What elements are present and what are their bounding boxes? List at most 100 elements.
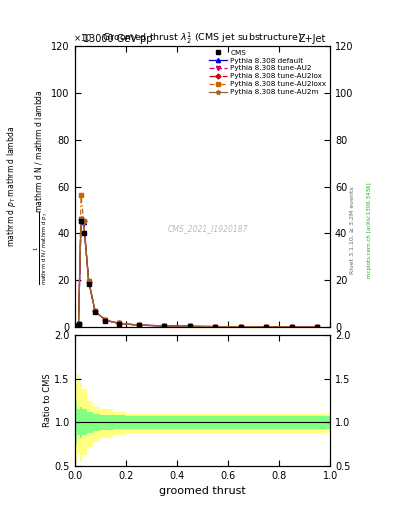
Title: Groomed thrust $\lambda_2^1$ (CMS jet substructure): Groomed thrust $\lambda_2^1$ (CMS jet su… bbox=[102, 31, 303, 46]
Pythia 8.308 tune-AU2lox bbox=[76, 321, 81, 327]
Y-axis label: mathrm d²N
mathrm d $p_T$ mathrm d lambda

$\frac{1}{\mathrm{mathrm\ d\ N\ /\ ma: mathrm d²N mathrm d $p_T$ mathrm d lambd… bbox=[0, 89, 48, 285]
CMS bbox=[93, 309, 97, 315]
X-axis label: groomed thrust: groomed thrust bbox=[159, 486, 246, 496]
Line: Pythia 8.308 tune-AU2: Pythia 8.308 tune-AU2 bbox=[74, 217, 320, 329]
Pythia 8.308 tune-AU2m bbox=[103, 317, 108, 323]
Pythia 8.308 default bbox=[81, 219, 86, 225]
Pythia 8.308 default bbox=[289, 324, 294, 330]
CMS bbox=[136, 322, 141, 328]
Pythia 8.308 tune-AU2 bbox=[81, 219, 86, 225]
Pythia 8.308 tune-AU2loxx bbox=[76, 321, 81, 327]
Line: Pythia 8.308 tune-AU2m: Pythia 8.308 tune-AU2m bbox=[73, 216, 320, 329]
Pythia 8.308 tune-AU2loxx bbox=[238, 324, 243, 330]
Pythia 8.308 default bbox=[93, 308, 97, 314]
Pythia 8.308 tune-AU2loxx bbox=[264, 324, 268, 330]
Pythia 8.308 tune-AU2 bbox=[136, 322, 141, 328]
Pythia 8.308 tune-AU2m bbox=[289, 324, 294, 330]
Pythia 8.308 tune-AU2lox bbox=[289, 324, 294, 330]
Pythia 8.308 tune-AU2loxx bbox=[136, 322, 141, 328]
Pythia 8.308 default bbox=[162, 323, 167, 329]
Pythia 8.308 tune-AU2loxx bbox=[315, 324, 320, 330]
Pythia 8.308 tune-AU2 bbox=[213, 324, 218, 330]
Pythia 8.308 default bbox=[103, 317, 108, 323]
Pythia 8.308 default bbox=[86, 279, 91, 285]
Pythia 8.308 tune-AU2loxx bbox=[81, 218, 86, 224]
CMS bbox=[76, 322, 81, 328]
CMS bbox=[264, 324, 268, 330]
Pythia 8.308 tune-AU2loxx bbox=[187, 323, 192, 329]
Pythia 8.308 tune-AU2 bbox=[289, 324, 294, 330]
Line: CMS: CMS bbox=[74, 219, 320, 329]
Pythia 8.308 tune-AU2lox bbox=[79, 216, 83, 222]
Pythia 8.308 tune-AU2m bbox=[73, 323, 78, 329]
Text: 13000 GeV pp: 13000 GeV pp bbox=[83, 34, 152, 44]
CMS bbox=[162, 323, 167, 329]
Pythia 8.308 tune-AU2 bbox=[238, 324, 243, 330]
Pythia 8.308 tune-AU2lox bbox=[117, 321, 122, 327]
Pythia 8.308 tune-AU2m bbox=[187, 323, 192, 329]
Text: mcplots.cern.ch [arXiv:1306.3436]: mcplots.cern.ch [arXiv:1306.3436] bbox=[367, 183, 373, 278]
Pythia 8.308 default bbox=[315, 324, 320, 330]
Line: Pythia 8.308 tune-AU2lox: Pythia 8.308 tune-AU2lox bbox=[74, 217, 319, 329]
Pythia 8.308 tune-AU2lox bbox=[315, 324, 320, 330]
CMS bbox=[86, 281, 91, 287]
Pythia 8.308 tune-AU2 bbox=[76, 321, 81, 327]
Pythia 8.308 tune-AU2loxx bbox=[213, 324, 218, 330]
Pythia 8.308 tune-AU2loxx bbox=[79, 192, 83, 198]
Pythia 8.308 default bbox=[79, 217, 83, 223]
Pythia 8.308 tune-AU2lox bbox=[81, 218, 86, 224]
Pythia 8.308 tune-AU2m bbox=[264, 324, 268, 330]
Pythia 8.308 tune-AU2lox bbox=[73, 323, 78, 329]
Pythia 8.308 tune-AU2m bbox=[81, 218, 86, 224]
Pythia 8.308 default bbox=[136, 322, 141, 328]
Text: $\times 10$: $\times 10$ bbox=[73, 32, 92, 44]
Pythia 8.308 default bbox=[264, 324, 268, 330]
Pythia 8.308 tune-AU2 bbox=[73, 323, 78, 329]
Pythia 8.308 tune-AU2lox bbox=[86, 279, 91, 285]
Pythia 8.308 tune-AU2loxx bbox=[86, 278, 91, 284]
Pythia 8.308 tune-AU2m bbox=[136, 322, 141, 328]
Pythia 8.308 tune-AU2loxx bbox=[103, 317, 108, 323]
Pythia 8.308 default bbox=[187, 323, 192, 329]
Line: Pythia 8.308 default: Pythia 8.308 default bbox=[74, 217, 320, 329]
Pythia 8.308 tune-AU2m bbox=[79, 216, 83, 222]
Pythia 8.308 tune-AU2m bbox=[315, 324, 320, 330]
Pythia 8.308 tune-AU2m bbox=[86, 279, 91, 285]
Text: Z+Jet: Z+Jet bbox=[299, 34, 326, 44]
Pythia 8.308 tune-AU2 bbox=[86, 279, 91, 285]
Text: CMS_2021_I1920187: CMS_2021_I1920187 bbox=[167, 224, 248, 233]
CMS bbox=[79, 218, 83, 224]
Pythia 8.308 tune-AU2lox bbox=[238, 324, 243, 330]
Pythia 8.308 tune-AU2 bbox=[187, 323, 192, 329]
Legend: CMS, Pythia 8.308 default, Pythia 8.308 tune-AU2, Pythia 8.308 tune-AU2lox, Pyth: CMS, Pythia 8.308 default, Pythia 8.308 … bbox=[208, 48, 328, 96]
Pythia 8.308 tune-AU2lox bbox=[162, 323, 167, 329]
Pythia 8.308 default bbox=[238, 324, 243, 330]
Pythia 8.308 tune-AU2 bbox=[117, 321, 122, 327]
Pythia 8.308 tune-AU2m bbox=[117, 321, 122, 327]
Line: Pythia 8.308 tune-AU2loxx: Pythia 8.308 tune-AU2loxx bbox=[74, 193, 319, 329]
Pythia 8.308 tune-AU2 bbox=[79, 217, 83, 223]
CMS bbox=[117, 321, 122, 327]
Pythia 8.308 default bbox=[117, 321, 122, 327]
CMS bbox=[73, 323, 78, 329]
Pythia 8.308 tune-AU2 bbox=[93, 308, 97, 314]
Pythia 8.308 tune-AU2 bbox=[315, 324, 320, 330]
CMS bbox=[238, 324, 243, 330]
Pythia 8.308 tune-AU2m bbox=[162, 323, 167, 329]
Text: Rivet 3.1.10, ≥ 3.2M events: Rivet 3.1.10, ≥ 3.2M events bbox=[350, 186, 355, 274]
Pythia 8.308 tune-AU2lox bbox=[213, 324, 218, 330]
Pythia 8.308 tune-AU2loxx bbox=[162, 323, 167, 329]
Pythia 8.308 tune-AU2m bbox=[238, 324, 243, 330]
CMS bbox=[103, 317, 108, 324]
Pythia 8.308 tune-AU2 bbox=[264, 324, 268, 330]
Pythia 8.308 tune-AU2loxx bbox=[289, 324, 294, 330]
Pythia 8.308 tune-AU2 bbox=[162, 323, 167, 329]
Pythia 8.308 default bbox=[76, 321, 81, 327]
Pythia 8.308 tune-AU2loxx bbox=[93, 308, 97, 314]
Pythia 8.308 tune-AU2lox bbox=[187, 323, 192, 329]
CMS bbox=[187, 324, 192, 330]
Pythia 8.308 tune-AU2lox bbox=[103, 317, 108, 323]
Pythia 8.308 default bbox=[73, 323, 78, 329]
Pythia 8.308 tune-AU2loxx bbox=[73, 323, 78, 329]
Pythia 8.308 tune-AU2lox bbox=[93, 308, 97, 314]
